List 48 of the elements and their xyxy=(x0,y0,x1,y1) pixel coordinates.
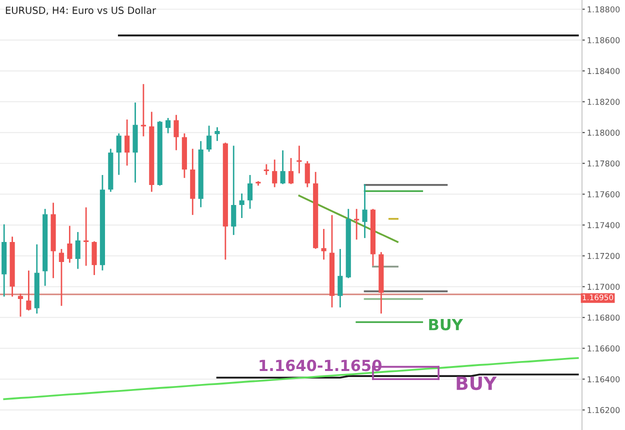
y-tick-label: 1.16800 xyxy=(588,314,620,321)
candlestick xyxy=(321,228,326,260)
candlestick xyxy=(75,232,80,269)
candlestick xyxy=(58,248,64,306)
candlestick xyxy=(26,270,32,310)
text: EURUSD, H4: Euro vs US Dollar xyxy=(6,6,156,15)
candlestick xyxy=(166,118,171,134)
annotation: 1.1640-1.1650 xyxy=(260,360,382,372)
annotation: BUY xyxy=(456,376,497,390)
candlestick xyxy=(124,120,130,166)
candlestick xyxy=(247,175,253,209)
candlestick xyxy=(206,126,212,152)
y-tick-label: 1.18600 xyxy=(588,37,620,44)
candlestick xyxy=(140,84,146,136)
candlestick xyxy=(362,184,368,238)
y-tick-label: 1.16600 xyxy=(588,345,620,352)
candlestick xyxy=(256,181,261,186)
candlestick xyxy=(231,146,236,235)
y-tick-label: 1.17800 xyxy=(588,160,620,167)
y-tick-label: 1.18400 xyxy=(588,68,620,74)
y-tick-label: 1.17400 xyxy=(588,222,620,228)
candlestick xyxy=(67,226,72,263)
y-tick-label: 1.16400 xyxy=(588,376,620,382)
candlestick xyxy=(214,127,220,141)
y-tick-label: 1.18200 xyxy=(588,98,620,105)
candlestick xyxy=(92,241,97,276)
candlestick xyxy=(304,161,310,188)
y-tick-label: 1.17600 xyxy=(588,191,620,198)
y-tick-label: 1.18000 xyxy=(588,130,620,136)
candlestick xyxy=(116,133,122,175)
y-tick-label: 1.16200 xyxy=(588,407,620,414)
candlestick xyxy=(84,207,89,266)
candlestick xyxy=(354,208,360,240)
candlestick xyxy=(264,164,269,175)
y-tick-label: 1.18800 xyxy=(588,6,620,12)
candlestick xyxy=(174,114,179,150)
candlestick xyxy=(18,294,24,317)
candlestick xyxy=(272,160,278,188)
y-tick-label: 1.17000 xyxy=(588,284,620,290)
candlestick xyxy=(338,248,343,308)
candlestick xyxy=(239,194,244,218)
line-series xyxy=(298,194,398,243)
annotation: BUY xyxy=(429,319,464,330)
y-tick-label: 1.17200 xyxy=(588,252,620,260)
candlestick xyxy=(288,158,294,184)
candlestick xyxy=(296,146,302,174)
line-series xyxy=(3,357,579,400)
candlestick xyxy=(280,150,286,184)
